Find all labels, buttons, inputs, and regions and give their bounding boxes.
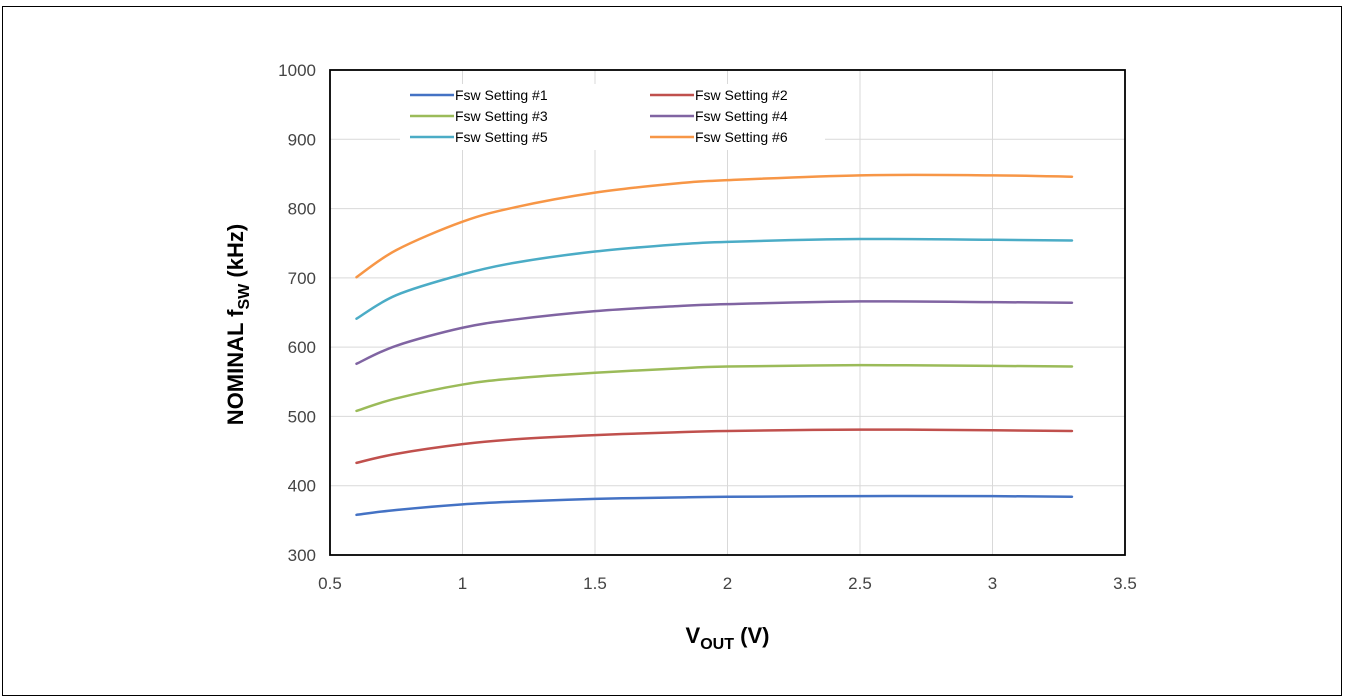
x-tick-label: 2.5 (848, 574, 872, 593)
x-tick-label: 1.5 (583, 574, 607, 593)
y-tick-label: 700 (288, 269, 316, 288)
legend-label-1: Fsw Setting #1 (455, 87, 548, 103)
y-tick-label: 400 (288, 477, 316, 496)
legend: Fsw Setting #1 Fsw Setting #2 Fsw Setting … (410, 87, 788, 145)
y-axis-title: NOMINAL fSW (kHz) (223, 224, 253, 425)
x-axis-title: VOUT (V) (686, 623, 770, 653)
legend-label-5: Fsw Setting #5 (455, 129, 548, 145)
series-line-1 (355, 494, 1074, 517)
series-line-4 (355, 300, 1074, 366)
legend-label-6: Fsw Setting #6 (695, 129, 788, 145)
x-tick-label: 3 (988, 574, 997, 593)
legend-box (400, 84, 825, 150)
data-series (355, 173, 1074, 517)
legend-label-4: Fsw Setting #4 (695, 108, 788, 124)
series-line-6 (355, 173, 1074, 279)
y-tick-label: 600 (288, 338, 316, 357)
y-tick-label: 1000 (278, 61, 316, 80)
y-tick-labels: 300 400 500 600 700 800 900 1000 (278, 61, 316, 565)
legend-background (400, 84, 825, 150)
series-line-3 (355, 363, 1074, 413)
figure-frame (2, 6, 1342, 696)
y-tick-label: 500 (288, 407, 316, 426)
legend-label-2: Fsw Setting #2 (695, 87, 788, 103)
y-tick-label: 800 (288, 200, 316, 219)
x-tick-label: 2 (723, 574, 732, 593)
y-tick-label: 900 (288, 130, 316, 149)
x-tick-label: 3.5 (1113, 574, 1137, 593)
x-tick-label: 0.5 (318, 574, 342, 593)
series-line-2 (355, 428, 1074, 465)
legend-label-3: Fsw Setting #3 (455, 108, 548, 124)
x-tick-labels: 0.5 1 1.5 2 2.5 3 3.5 (318, 574, 1137, 593)
gridlines (329, 69, 1126, 556)
y-tick-label: 300 (288, 546, 316, 565)
series-line-5 (355, 237, 1074, 320)
plot-area-border (329, 69, 1126, 556)
x-tick-label: 1 (458, 574, 467, 593)
